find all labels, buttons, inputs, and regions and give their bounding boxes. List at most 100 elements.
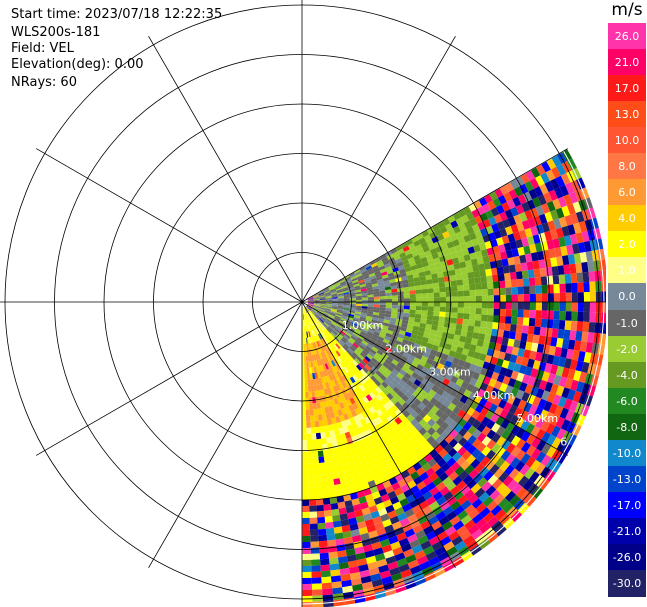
velocity-gate — [421, 306, 428, 311]
velocity-gate — [302, 601, 313, 607]
velocity-gate — [359, 316, 367, 321]
velocity-gate — [316, 510, 325, 518]
velocity-gate — [368, 326, 376, 332]
velocity-gate — [314, 321, 319, 328]
velocity-gate — [333, 410, 340, 418]
velocity-gate — [307, 385, 312, 392]
velocity-gate — [484, 240, 493, 250]
velocity-gate — [424, 328, 432, 334]
velocity-gate — [368, 351, 375, 358]
velocity-gate — [469, 377, 478, 387]
velocity-gate — [331, 366, 337, 374]
velocity-gate — [505, 442, 516, 454]
velocity-gate — [519, 340, 527, 350]
velocity-gate — [480, 346, 489, 355]
velocity-gate — [513, 407, 524, 418]
velocity-gate — [558, 274, 566, 285]
velocity-gate — [302, 361, 305, 368]
velocity-gate — [434, 444, 444, 454]
velocity-gate — [349, 390, 356, 398]
velocity-gate — [379, 268, 387, 274]
velocity-gate — [442, 348, 451, 356]
velocity-gate — [560, 245, 568, 257]
velocity-gate — [411, 346, 419, 354]
velocity-gate — [304, 307, 307, 314]
velocity-gate — [433, 302, 440, 307]
velocity-gate — [308, 367, 313, 374]
velocity-gate — [446, 495, 458, 506]
velocity-gate — [489, 489, 501, 501]
velocity-gate — [513, 363, 522, 373]
velocity-gate — [363, 324, 370, 329]
velocity-gate — [353, 428, 361, 436]
velocity-gate — [306, 319, 310, 326]
velocity-gate — [523, 349, 531, 359]
velocity-gate — [344, 469, 352, 477]
velocity-gate — [319, 317, 325, 323]
velocity-gate — [480, 407, 490, 417]
velocity-gate — [524, 180, 534, 192]
velocity-gate — [481, 302, 488, 309]
velocity-gate — [431, 541, 443, 551]
velocity-gate — [304, 325, 307, 332]
velocity-gate — [320, 570, 331, 578]
velocity-gate — [339, 319, 346, 324]
velocity-gate — [417, 349, 425, 356]
velocity-gate — [446, 457, 457, 467]
velocity-gate — [561, 338, 570, 349]
velocity-gate — [534, 318, 542, 328]
velocity-gate — [461, 324, 469, 332]
velocity-gate — [387, 490, 397, 500]
velocity-gate — [380, 493, 390, 503]
velocity-gate — [308, 475, 315, 482]
velocity-gate — [470, 458, 481, 469]
velocity-gate — [578, 220, 588, 233]
velocity-gate — [499, 228, 508, 238]
velocity-gate — [308, 318, 312, 325]
velocity-gate — [435, 409, 444, 418]
velocity-gate — [329, 454, 336, 462]
velocity-gate — [345, 548, 356, 557]
velocity-gate — [556, 163, 567, 176]
velocity-gate — [527, 217, 536, 228]
velocity-gate — [361, 290, 368, 294]
velocity-gate — [347, 560, 359, 568]
colorbar-cell — [608, 49, 646, 76]
colorbar-tick-label: -1.0 — [616, 316, 638, 330]
velocity-gate — [541, 302, 548, 311]
velocity-gate — [511, 286, 518, 295]
velocity-gate — [395, 258, 403, 264]
velocity-gate — [493, 214, 503, 224]
velocity-gate — [546, 158, 557, 170]
velocity-gate — [366, 353, 373, 360]
velocity-gate — [426, 227, 435, 235]
velocity-gate — [312, 457, 319, 464]
velocity-gate — [483, 334, 492, 342]
velocity-gate — [563, 194, 573, 206]
velocity-gate — [435, 435, 445, 445]
velocity-gate — [524, 412, 534, 424]
velocity-gate — [361, 299, 368, 302]
velocity-gate — [306, 433, 312, 440]
velocity-gate — [350, 577, 362, 586]
velocity-gate — [408, 282, 415, 287]
velocity-gate — [532, 234, 541, 244]
velocity-gate — [418, 359, 427, 367]
velocity-gate — [427, 302, 434, 307]
velocity-gate — [475, 308, 482, 315]
velocity-gate — [355, 309, 362, 313]
velocity-gate — [317, 390, 322, 397]
velocity-gate — [322, 419, 329, 427]
velocity-gate — [588, 271, 596, 282]
velocity-gate — [369, 338, 377, 344]
velocity-gate — [489, 191, 499, 201]
velocity-gate — [302, 535, 311, 542]
velocity-gate — [444, 466, 455, 477]
velocity-gate — [462, 412, 472, 422]
velocity-gate — [433, 287, 440, 293]
velocity-gate — [425, 550, 438, 561]
velocity-gate — [319, 297, 326, 299]
velocity-gate — [316, 312, 322, 317]
velocity-gate — [452, 225, 461, 234]
velocity-gate — [359, 283, 367, 288]
